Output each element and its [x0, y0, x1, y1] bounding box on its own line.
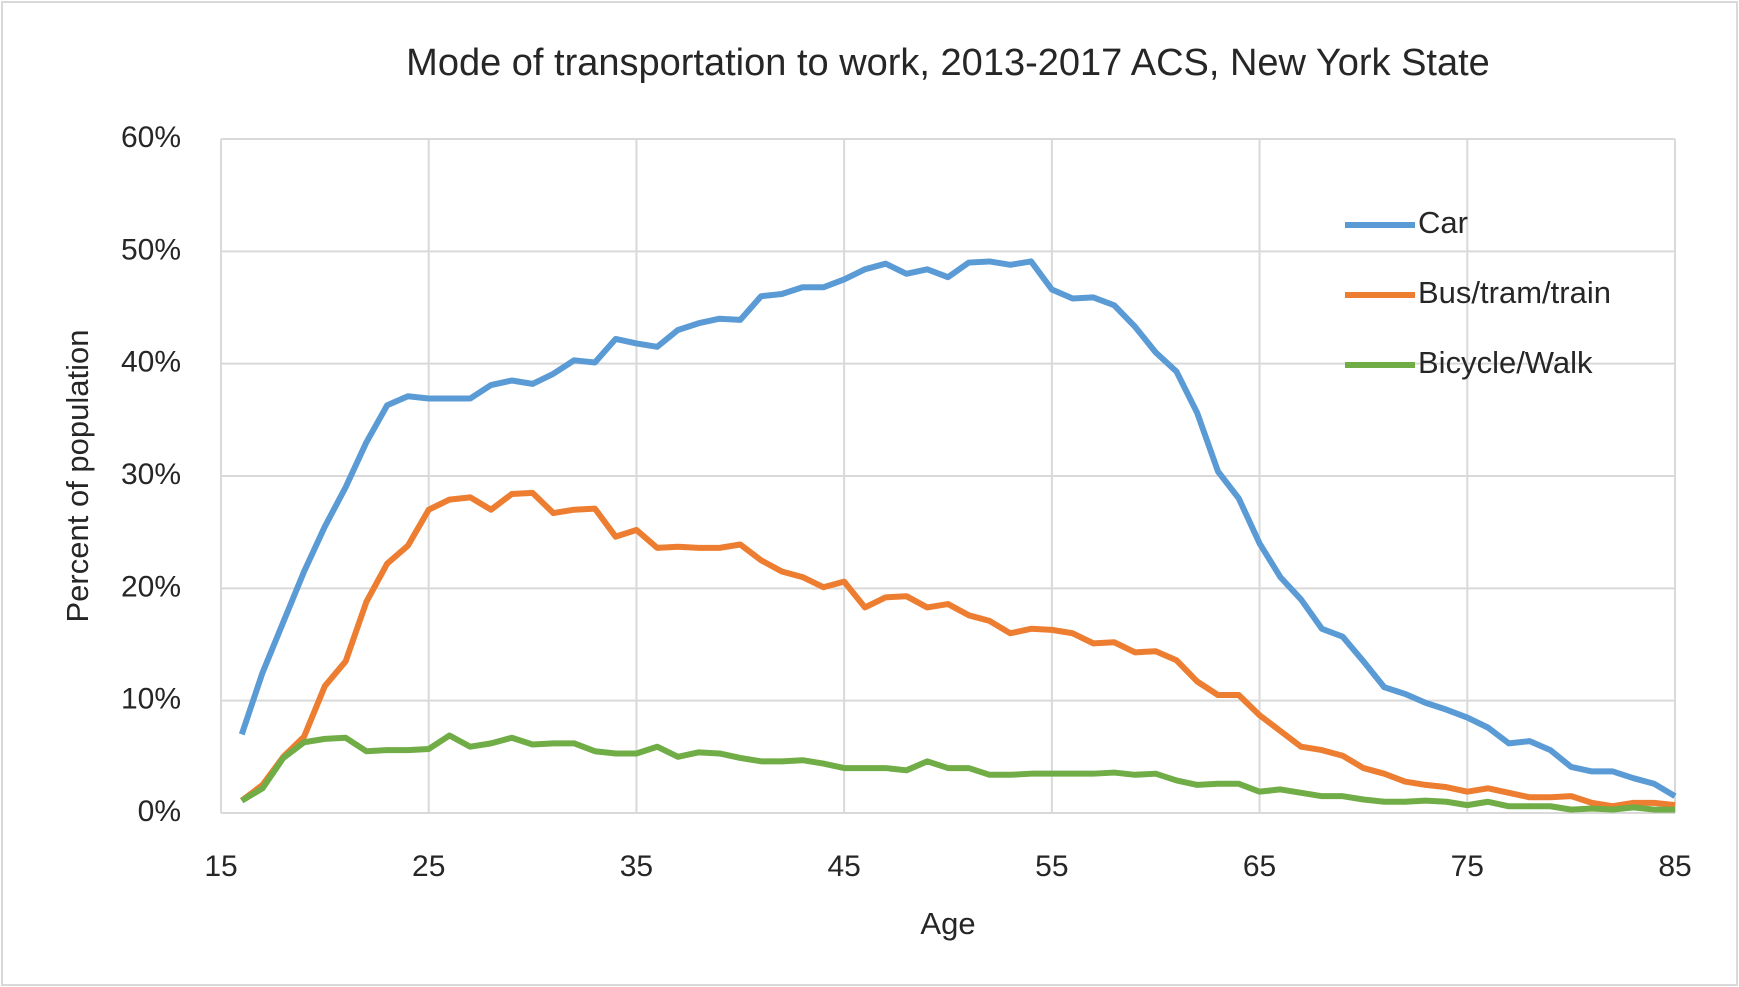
x-tick-label: 45: [827, 850, 860, 883]
y-tick-label: 60%: [121, 121, 181, 154]
legend-label: Bus/tram/train: [1418, 275, 1611, 310]
x-tick-label: 65: [1243, 850, 1276, 883]
y-tick-label: 40%: [121, 346, 181, 379]
y-tick-label: 50%: [121, 233, 181, 266]
x-tick-label: 55: [1035, 850, 1068, 883]
data-line: [238, 258, 1677, 799]
data-line: [240, 732, 1675, 813]
legend-label: Car: [1418, 205, 1468, 240]
x-tick-label: 35: [620, 850, 653, 883]
data-line: [239, 489, 1676, 810]
x-tick-label: 85: [1658, 850, 1691, 883]
x-tick-label: 75: [1451, 850, 1484, 883]
y-tick-label: 20%: [121, 570, 181, 603]
chart-title: Mode of transportation to work, 2013-201…: [406, 42, 1490, 84]
y-tick-label: 10%: [121, 683, 181, 716]
x-tick-label: 25: [412, 850, 445, 883]
x-tick-label: 15: [204, 850, 237, 883]
legend-label: Bicycle/Walk: [1418, 345, 1593, 380]
x-axis-title: Age: [920, 906, 975, 941]
y-tick-label: 0%: [138, 795, 181, 828]
y-axis-title: Percent of population: [60, 330, 95, 623]
y-tick-label: 30%: [121, 458, 181, 491]
